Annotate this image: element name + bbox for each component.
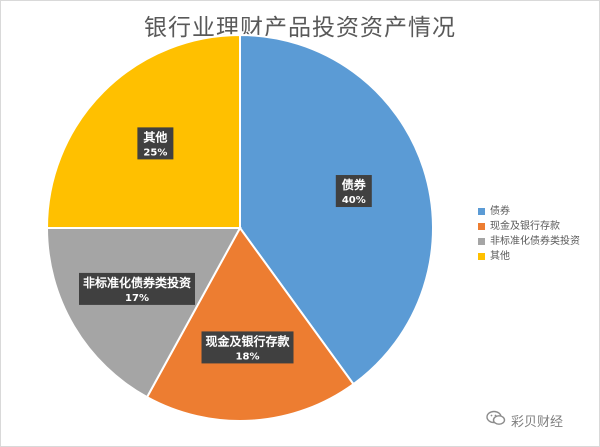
chart-legend: 债券现金及银行存款非标准化债券类投资 其他 [478,204,580,264]
data-label-value: 40% [342,195,366,206]
data-label-2: 非标准化债券类投资 17% [79,272,196,305]
watermark-text: 彩贝财经 [511,414,564,430]
legend-item-2: 非标准化债券类投资 [478,234,580,249]
pie-slice-0 [239,33,434,386]
data-label-value: 17% [125,293,149,304]
data-label-3: 其他 25% [137,127,174,160]
legend-item-0: 债券 [478,204,580,219]
data-label-category: 非标准化债券类投资 [83,275,191,290]
legend-label: 非标准化债券类投资 [490,236,580,247]
legend-swatch [478,223,485,230]
pie-slice-1 [145,226,355,422]
chart-title: 银行业理财产品投资资产情况 [144,15,456,41]
data-label-0: 债券 40% [335,175,372,208]
data-label-category: 现金及银行存款 [206,333,291,348]
legend-label: 现金及银行存款 [490,221,560,232]
data-label-box [79,272,196,305]
data-label-box [335,175,372,208]
data-label-value: 18% [236,351,260,362]
data-label-category: 债券 [342,177,367,192]
legend-label: 债券 [490,206,510,217]
legend-label: 其他 [490,251,510,262]
legend-swatch [478,238,485,245]
legend-swatch [478,208,485,215]
pie-slice-2 [45,227,242,399]
data-label-value: 25% [143,147,167,158]
data-label-category: 其他 [143,129,167,144]
watermark: 彩贝财经 [486,410,563,430]
legend-item-3: 其他 [478,249,580,264]
legend-swatch [478,253,485,260]
wechat-icon [486,410,506,430]
data-label-1: 现金及银行存款 18% [201,331,294,364]
legend-item-1: 现金及银行存款 [478,219,580,234]
data-label-box [201,331,294,364]
data-label-box [137,127,174,160]
